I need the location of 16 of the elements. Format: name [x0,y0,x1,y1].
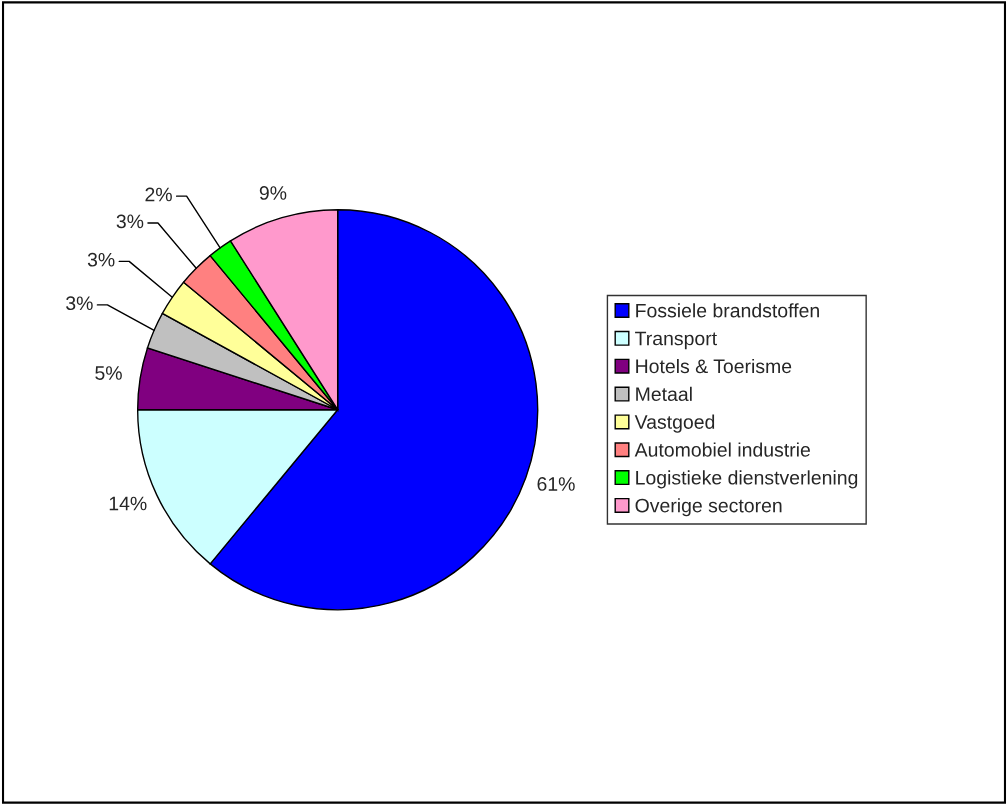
legend-label: Transport [635,331,717,350]
data-label: 3% [66,296,93,311]
legend-label: Vastgoed [634,414,715,433]
legend-label: Logistieke dienstverlening [636,470,858,489]
data-label: 9% [259,186,287,200]
data-label: 61% [537,477,575,491]
legend-label: Fossiele brandstoffen [636,303,819,318]
data-label: 2% [145,187,172,202]
data-label: 5% [95,366,122,380]
data-label: 14% [109,496,147,511]
data-label: 3% [87,252,115,267]
data-label: 3% [116,214,144,229]
legend-label: Hotels & Toerisme [636,358,792,374]
legend-label: Metaal [636,386,692,402]
legend-label: Automobiel industrie [634,442,810,457]
legend-label: Overige sectoren [635,498,782,517]
